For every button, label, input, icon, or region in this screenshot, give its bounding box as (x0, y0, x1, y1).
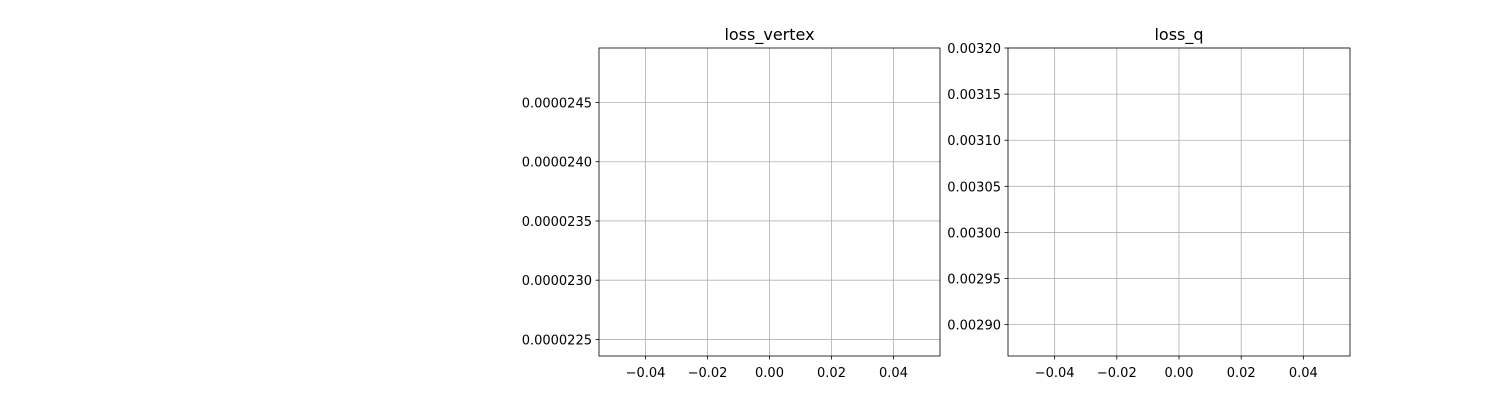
loss-q-y-tick-label-0: 0.00290 (947, 319, 1001, 334)
loss-vertex-y-tick-label-4: 0.0000245 (522, 96, 592, 111)
loss-vertex-x-tick-label-2: 0.00 (755, 366, 784, 381)
loss-vertex-y-tick-label-0: 0.0000225 (522, 333, 592, 348)
loss-vertex-y-tick-label-1: 0.0000230 (522, 274, 592, 289)
loss-vertex-x-tick-label-4: 0.04 (879, 366, 908, 381)
loss-q-y-tick-label-5: 0.00315 (947, 88, 1001, 103)
loss-q-x-tick-label-1: −0.02 (1097, 366, 1137, 381)
loss-vertex-x-tick-label-1: −0.02 (688, 366, 728, 381)
loss-vertex-x-tick-label-3: 0.02 (817, 366, 846, 381)
loss-q-title: loss_q (1154, 25, 1203, 45)
loss-q-y-tick-label-3: 0.00305 (947, 180, 1001, 195)
loss-q-x-tick-label-3: 0.02 (1227, 366, 1256, 381)
subplot-loss-vertex: −0.04 −0.02 0.00 0.02 0.04 0.0000225 0.0000230… (522, 25, 941, 381)
loss-q-x-tick-label-2: 0.00 (1165, 366, 1194, 381)
loss-vertex-y-tick-label-2: 0.0000235 (522, 215, 592, 230)
loss-vertex-y-tick-label-3: 0.0000240 (522, 156, 592, 171)
subplot-loss-q: −0.04 −0.02 0.00 0.02 0.04 0.00290 0.00295 0.00… (947, 25, 1351, 381)
loss-q-y-tick-label-2: 0.00300 (947, 226, 1001, 241)
loss-q-y-tick-label-4: 0.00310 (947, 134, 1001, 149)
loss-vertex-x-tick-label-0: −0.04 (626, 366, 666, 381)
loss-q-y-tick-label-6: 0.00320 (947, 42, 1001, 57)
loss-q-y-tick-label-1: 0.00295 (947, 273, 1001, 288)
loss-q-x-tick-label-4: 0.04 (1289, 366, 1318, 381)
loss-q-x-tick-label-0: −0.04 (1035, 366, 1075, 381)
loss-vertex-title: loss_vertex (724, 25, 814, 45)
